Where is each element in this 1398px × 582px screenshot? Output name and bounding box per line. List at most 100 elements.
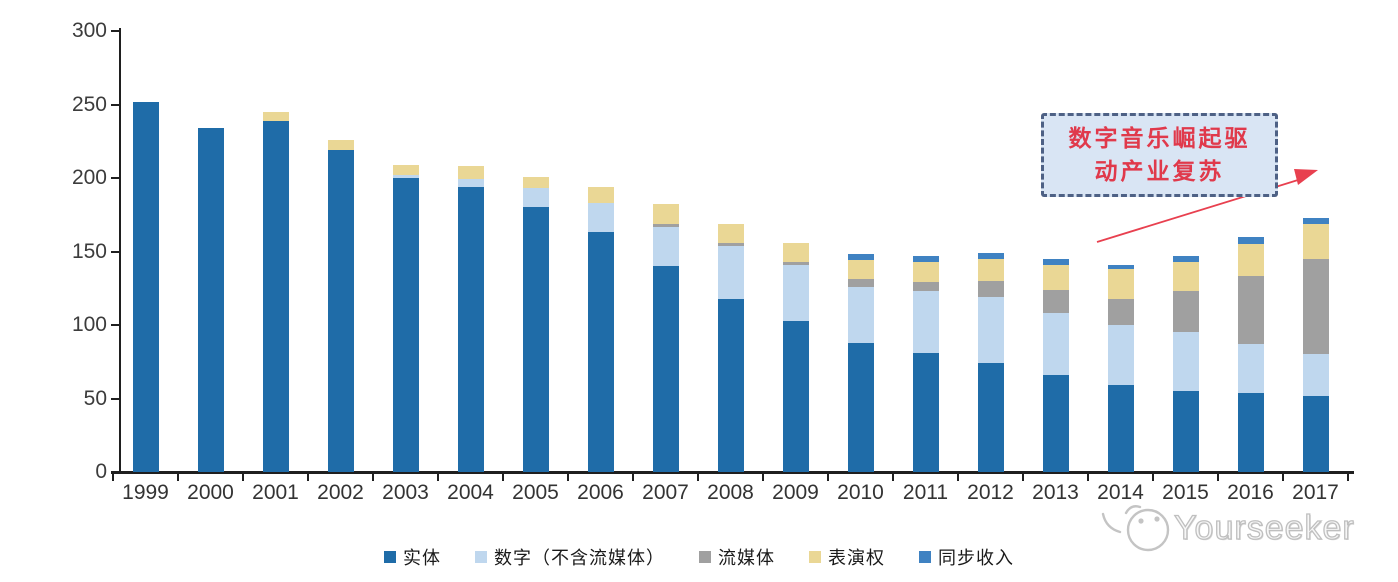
bar-segment-physical-2007: [652, 266, 679, 472]
bar-segment-streaming-2013: [1042, 289, 1069, 314]
bar-segment-performance-2009: [782, 242, 809, 262]
bar-segment-performance-2008: [717, 223, 744, 243]
x-tick: [632, 474, 634, 481]
bar-segment-digital-2006: [587, 202, 614, 233]
x-tick-label-2012: 2012: [967, 481, 1014, 504]
x-tick-label-2000: 2000: [187, 481, 234, 504]
x-tick: [177, 474, 179, 481]
bar-segment-physical-2000: [197, 128, 224, 472]
bar-segment-streaming-2009: [782, 261, 809, 265]
bar-segment-physical-2012: [977, 363, 1004, 472]
legend-swatch-sync: [919, 551, 931, 563]
bar-segment-physical-2017: [1302, 395, 1329, 472]
x-tick: [502, 474, 504, 481]
bar-segment-performance-2005: [522, 176, 549, 189]
bar-segment-sync-2010: [847, 254, 874, 261]
bar-segment-physical-1999: [132, 101, 159, 472]
bar-segment-performance-2003: [392, 164, 419, 176]
y-tick: [111, 177, 119, 179]
x-tick: [827, 474, 829, 481]
bar-segment-sync-2013: [1042, 258, 1069, 265]
yourseeker-logo-icon: [1101, 505, 1170, 552]
x-tick-label-2014: 2014: [1097, 481, 1144, 504]
bar-segment-physical-2015: [1172, 391, 1199, 472]
y-tick: [111, 103, 119, 106]
legend-label-streaming: 流媒体: [718, 548, 775, 568]
bar-segment-streaming-2014: [1107, 298, 1134, 325]
x-tick: [242, 474, 244, 481]
legend-label-sync: 同步收入: [938, 548, 1014, 568]
legend-item-performance: 表演权: [809, 544, 885, 570]
bar-segment-physical-2002: [327, 150, 354, 472]
bar-segment-streaming-2012: [977, 280, 1004, 298]
bar-segment-streaming-2016: [1237, 276, 1264, 345]
bar-segment-streaming-2017: [1302, 258, 1329, 355]
x-tick-label-2017: 2017: [1292, 481, 1339, 504]
x-tick: [1152, 474, 1154, 481]
x-tick-label-2008: 2008: [707, 481, 754, 504]
x-tick: [567, 474, 569, 481]
x-tick: [697, 474, 699, 481]
bar-segment-streaming-2008: [717, 242, 744, 246]
x-tick: [1282, 474, 1284, 481]
x-tick-label-1999: 1999: [122, 481, 169, 504]
bar-segment-physical-2011: [912, 352, 939, 472]
x-tick-label-2004: 2004: [447, 481, 494, 504]
x-tick-label-2006: 2006: [577, 481, 624, 504]
annotation-line2: 动产业复苏: [1094, 158, 1225, 184]
bar-segment-performance-2006: [587, 186, 614, 203]
bar-segment-sync-2014: [1107, 264, 1134, 270]
bar-segment-physical-2006: [587, 232, 614, 472]
legend-swatch-digital: [475, 551, 487, 563]
bar-segment-digital-2014: [1107, 325, 1134, 386]
legend-swatch-performance: [809, 551, 821, 563]
bar-segment-digital-2008: [717, 245, 744, 299]
x-tick: [957, 474, 959, 481]
bar-segment-digital-2003: [392, 175, 419, 178]
bar-segment-performance-2015: [1172, 261, 1199, 292]
bar-segment-performance-2010: [847, 260, 874, 280]
bar-segment-digital-2009: [782, 264, 809, 321]
bar-segment-performance-2014: [1107, 269, 1134, 299]
x-tick-label-2016: 2016: [1227, 481, 1274, 504]
legend-item-sync: 同步收入: [919, 544, 1014, 570]
x-tick: [307, 474, 309, 481]
x-tick: [1347, 474, 1349, 481]
bar-segment-digital-2012: [977, 297, 1004, 364]
bar-segment-streaming-2007: [652, 223, 679, 227]
x-tick: [1022, 474, 1024, 481]
y-tick-label: 0: [95, 460, 107, 483]
legend-swatch-streaming: [699, 551, 711, 563]
bar-segment-digital-2010: [847, 286, 874, 343]
y-tick: [111, 30, 119, 32]
bar-segment-physical-2013: [1042, 374, 1069, 472]
bar-segment-performance-2001: [262, 111, 289, 121]
y-tick-label: 50: [83, 386, 107, 410]
watermark: Yourseeker: [1098, 500, 1355, 556]
legend-item-physical: 实体: [384, 544, 441, 570]
x-tick: [1087, 474, 1089, 481]
y-tick: [111, 397, 119, 400]
bar-segment-digital-2016: [1237, 344, 1264, 393]
legend-item-streaming: 流媒体: [699, 544, 775, 570]
x-tick-label-2011: 2011: [902, 481, 949, 504]
bar-segment-performance-2002: [327, 139, 354, 151]
bar-segment-performance-2016: [1237, 244, 1264, 277]
y-tick-label: 100: [71, 313, 107, 336]
bar-segment-digital-2015: [1172, 332, 1199, 392]
bar-segment-physical-2014: [1107, 385, 1134, 472]
bar-segment-digital-2017: [1302, 354, 1329, 396]
bar-segment-performance-2007: [652, 204, 679, 224]
bar-segment-sync-2012: [977, 252, 1004, 259]
y-axis-line: [119, 28, 121, 473]
bar-segment-performance-2004: [457, 166, 484, 180]
y-tick-label: 150: [71, 239, 107, 263]
bar-segment-sync-2011: [912, 255, 939, 262]
legend-item-digital: 数字（不含流媒体）: [475, 544, 665, 570]
x-tick-label-2009: 2009: [772, 481, 819, 504]
x-tick-label-2003: 2003: [382, 481, 429, 504]
bar-segment-performance-2012: [977, 258, 1004, 281]
legend-label-physical: 实体: [403, 548, 441, 568]
bar-segment-digital-2013: [1042, 313, 1069, 375]
bar-segment-sync-2016: [1237, 236, 1264, 245]
